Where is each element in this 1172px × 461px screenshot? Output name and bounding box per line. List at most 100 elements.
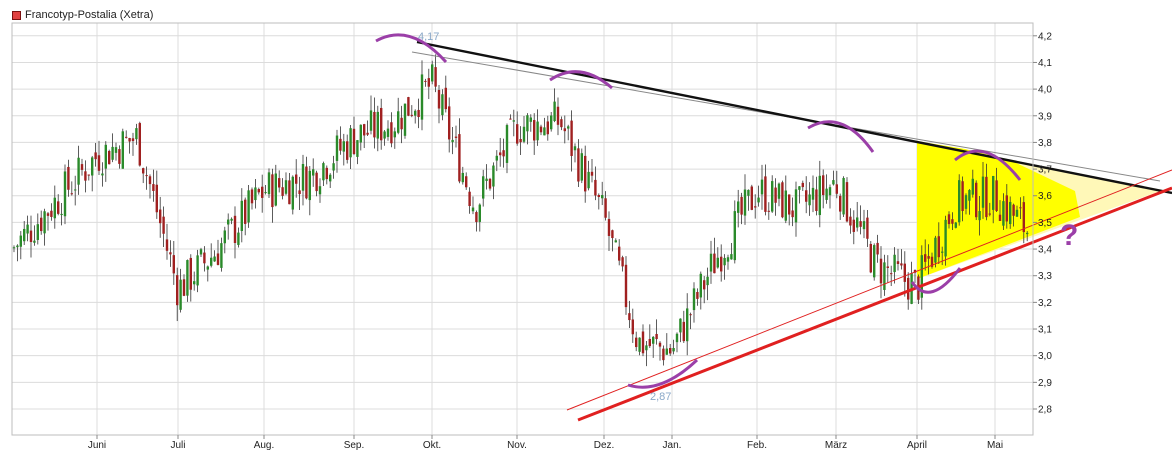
candle-body xyxy=(346,141,349,160)
candle-body xyxy=(485,178,488,181)
candle-body xyxy=(475,212,478,223)
candle-body xyxy=(614,240,617,243)
candle-body xyxy=(883,262,886,290)
candle-body xyxy=(801,182,804,188)
candle-body xyxy=(465,176,468,188)
candle-body xyxy=(771,181,774,212)
candle-body xyxy=(152,184,155,191)
low-label: 2,87 xyxy=(650,391,671,403)
candle-body xyxy=(862,221,866,230)
candle-body xyxy=(203,252,206,264)
candle-body xyxy=(733,211,736,261)
candle-body xyxy=(944,219,947,257)
candle-body xyxy=(142,168,145,174)
candle-body xyxy=(893,254,896,273)
arc-april-low xyxy=(910,267,962,294)
candle-body xyxy=(247,190,250,223)
candle-body xyxy=(516,124,519,144)
candle-body xyxy=(713,253,716,274)
candle-body xyxy=(648,338,651,347)
y-tick-label: 4,2 xyxy=(1038,31,1052,42)
candle-body xyxy=(162,216,165,234)
candle-body xyxy=(145,175,148,177)
candle-body xyxy=(856,217,859,228)
candle-body xyxy=(747,189,750,196)
candle-body xyxy=(924,254,927,262)
candle-body xyxy=(988,213,991,215)
candle-body xyxy=(77,157,80,185)
candle-body xyxy=(291,176,294,210)
candle-body xyxy=(590,171,594,176)
candle-body xyxy=(12,247,16,249)
candle-body xyxy=(686,308,689,342)
candle-body xyxy=(526,115,529,132)
candle-body xyxy=(499,152,502,156)
candle-body xyxy=(40,217,43,232)
arc-nov xyxy=(549,70,613,90)
candle-body xyxy=(80,164,84,170)
candle-body xyxy=(577,148,580,182)
y-tick-label: 3,9 xyxy=(1038,111,1052,122)
arc-apr xyxy=(954,149,1022,181)
candle-body xyxy=(414,110,417,116)
candle-body xyxy=(903,263,906,282)
candle-body xyxy=(675,333,679,343)
candle-body xyxy=(594,179,597,196)
candle-body xyxy=(995,180,998,212)
candle-body xyxy=(512,120,515,122)
candle-body xyxy=(339,138,342,151)
x-tick-label: April xyxy=(907,440,927,451)
candle-body xyxy=(556,106,560,125)
candle-body xyxy=(550,115,553,130)
x-tick-label: Juli xyxy=(170,440,185,451)
candle-body xyxy=(587,171,590,189)
candle-body xyxy=(808,194,811,206)
candle-body xyxy=(788,194,791,215)
candle-body xyxy=(199,249,203,255)
candle-body xyxy=(723,257,726,266)
peak-arc xyxy=(375,33,448,64)
candle-body xyxy=(380,107,383,141)
candle-body xyxy=(961,181,964,212)
candle-body xyxy=(284,180,288,194)
candle-body xyxy=(896,261,900,264)
candle-body xyxy=(488,178,492,189)
candle-body xyxy=(536,121,539,141)
candle-body xyxy=(335,135,339,161)
candle-body xyxy=(624,264,628,308)
candle-body xyxy=(954,222,957,228)
candle-body xyxy=(407,97,410,116)
candle-body xyxy=(567,126,570,129)
candle-body xyxy=(67,166,70,190)
candle-body xyxy=(308,170,311,201)
candle-body xyxy=(869,243,872,273)
candle-body xyxy=(257,189,260,193)
candle-body xyxy=(560,119,563,128)
candle-body xyxy=(424,80,427,82)
candle-body xyxy=(505,125,509,163)
candle-body xyxy=(322,163,325,181)
candle-body xyxy=(645,345,648,351)
candle-body xyxy=(121,131,124,169)
candle-body xyxy=(451,139,454,143)
candle-body xyxy=(533,120,536,141)
candle-body xyxy=(441,94,444,116)
candle-body xyxy=(1005,195,1008,222)
candle-body xyxy=(672,347,675,352)
candle-body xyxy=(669,348,672,354)
candle-body xyxy=(652,336,655,344)
candle-body xyxy=(43,211,46,234)
candle-body xyxy=(774,187,777,203)
candle-body xyxy=(842,177,845,215)
candle-body xyxy=(301,164,305,191)
x-tick-label: Dez. xyxy=(594,440,615,451)
plot-background xyxy=(12,23,1033,435)
candle-body xyxy=(1012,204,1015,216)
candle-body xyxy=(737,201,740,213)
candle-body xyxy=(471,207,475,212)
candle-body xyxy=(529,117,532,122)
candle-body xyxy=(135,128,138,140)
candle-body xyxy=(730,254,733,260)
y-tick-label: 3,3 xyxy=(1038,271,1052,282)
x-tick-label: Aug. xyxy=(254,440,275,451)
